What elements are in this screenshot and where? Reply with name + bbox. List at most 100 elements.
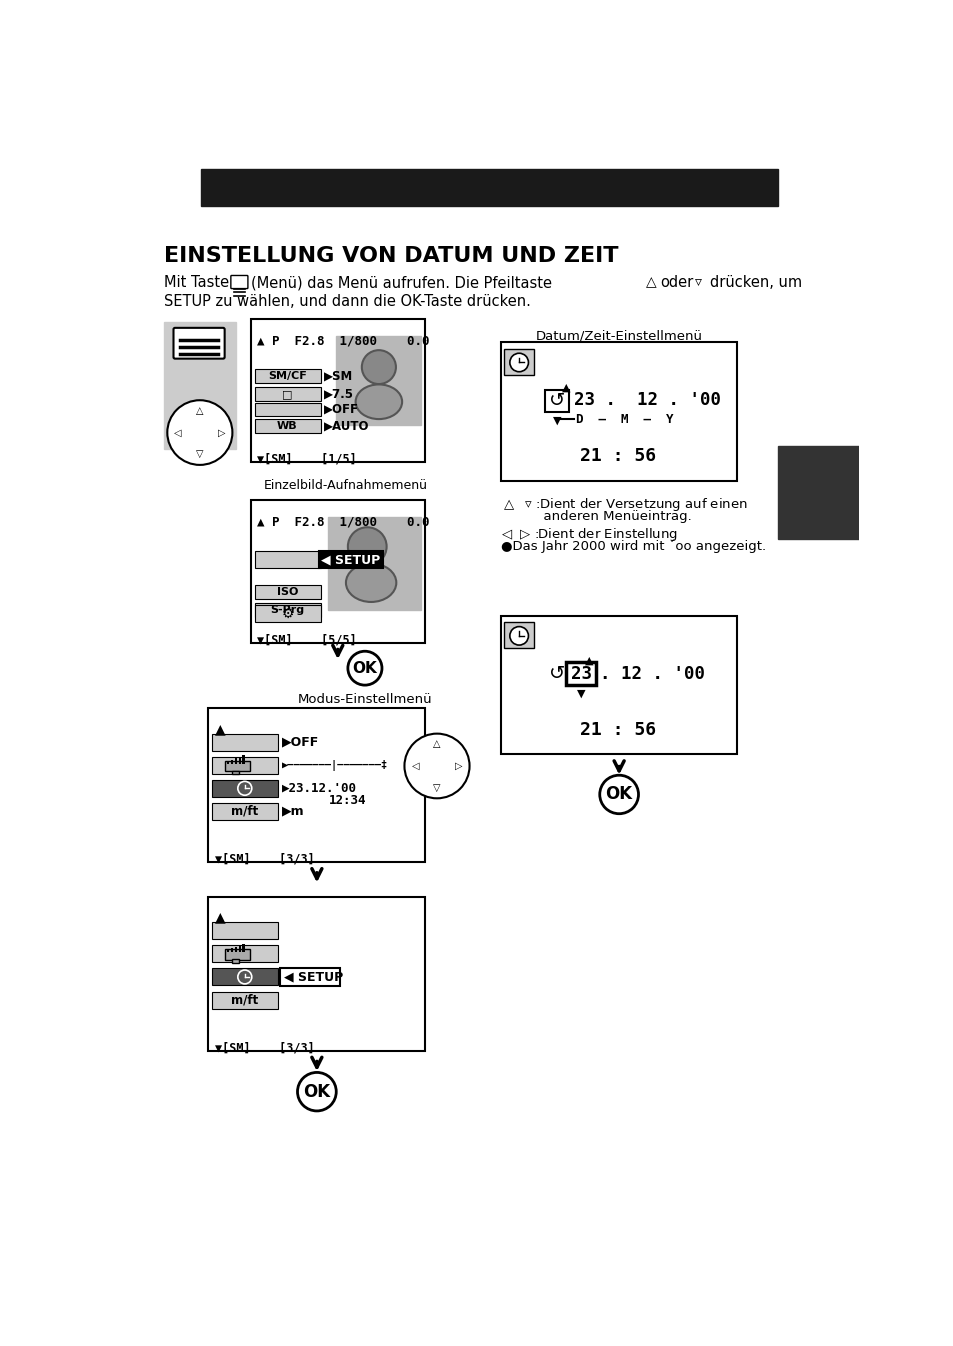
Bar: [227, 950, 229, 953]
Bar: [242, 944, 245, 953]
Text: OK: OK: [605, 786, 632, 804]
Text: OK: OK: [353, 661, 376, 676]
Text: Mit Taste: Mit Taste: [164, 276, 229, 291]
Bar: [242, 755, 245, 763]
Text: ▼[SM]    [3/3]: ▼[SM] [3/3]: [214, 853, 314, 865]
Bar: [200, 170, 778, 206]
Text: m/ft: m/ft: [231, 805, 258, 818]
Bar: [254, 606, 320, 622]
Bar: [319, 551, 382, 568]
Bar: [234, 948, 236, 953]
Circle shape: [167, 400, 233, 464]
Circle shape: [404, 734, 469, 798]
Bar: [212, 992, 278, 1008]
FancyBboxPatch shape: [173, 328, 224, 358]
Bar: [231, 949, 233, 953]
Bar: [238, 756, 241, 763]
Ellipse shape: [346, 564, 395, 602]
Text: ▼[SM]    [3/3]: ▼[SM] [3/3]: [214, 1042, 314, 1055]
Bar: [545, 390, 568, 412]
Bar: [254, 388, 320, 401]
Bar: [231, 759, 233, 763]
Bar: [208, 708, 425, 863]
Text: $\triangledown$: $\triangledown$: [694, 276, 702, 289]
Circle shape: [297, 1073, 335, 1110]
Text: ▷: ▷: [455, 760, 462, 771]
Text: ▶23.12.'00: ▶23.12.'00: [282, 782, 356, 794]
Bar: [504, 349, 534, 374]
Text: Datum/Zeit-Einstellmenü: Datum/Zeit-Einstellmenü: [535, 330, 702, 342]
Text: △: △: [196, 406, 203, 416]
Text: ↺: ↺: [548, 664, 565, 682]
Text: ▶OFF: ▶OFF: [323, 402, 358, 416]
Bar: [279, 968, 340, 987]
Text: $\triangle$  $\triangledown$ :Dient der Versetzung auf einen: $\triangle$ $\triangledown$ :Dient der V…: [500, 497, 746, 513]
Text: ▶m: ▶m: [282, 805, 304, 818]
Text: ▼[SM]    [1/5]: ▼[SM] [1/5]: [257, 452, 356, 466]
Text: ▶–––––––|–––––––‡: ▶–––––––|–––––––‡: [282, 759, 388, 771]
Bar: [227, 762, 229, 763]
Text: ▲: ▲: [561, 382, 570, 393]
Text: ▽: ▽: [433, 782, 440, 793]
Bar: [251, 501, 425, 643]
Text: oder: oder: [659, 276, 693, 291]
Circle shape: [599, 775, 638, 814]
Bar: [500, 342, 736, 481]
Text: ISO: ISO: [276, 587, 297, 596]
Bar: [504, 622, 534, 649]
Text: EINSTELLUNG VON DATUM UND ZEIT: EINSTELLUNG VON DATUM UND ZEIT: [164, 246, 618, 267]
Bar: [232, 771, 239, 774]
Text: 21 : 56: 21 : 56: [579, 447, 656, 466]
Bar: [225, 760, 250, 771]
Bar: [208, 896, 425, 1051]
Ellipse shape: [355, 385, 402, 419]
Text: ●Das Jahr 2000 wird mit ´oo angezeigt.: ●Das Jahr 2000 wird mit ´oo angezeigt.: [500, 540, 765, 553]
Text: 12:34: 12:34: [328, 794, 366, 808]
Text: ▶7.5: ▶7.5: [323, 388, 354, 401]
Text: Einzelbild-Aufnahmemenü: Einzelbild-Aufnahmemenü: [263, 479, 427, 491]
Bar: [500, 616, 736, 754]
Text: . 12 . '00: . 12 . '00: [599, 665, 704, 682]
Text: D  —  M  —  Y: D — M — Y: [575, 413, 673, 425]
Text: ▷: ▷: [217, 428, 225, 437]
Text: ▲: ▲: [214, 911, 225, 925]
Text: ▲: ▲: [585, 656, 594, 666]
Bar: [251, 319, 425, 462]
Text: WB: WB: [276, 421, 297, 432]
Text: 23: 23: [570, 665, 591, 682]
Bar: [778, 447, 858, 538]
Text: ▶OFF: ▶OFF: [282, 736, 319, 748]
Circle shape: [361, 350, 395, 384]
Text: ◀ SETUP: ◀ SETUP: [283, 970, 342, 984]
Text: drücken, um: drücken, um: [709, 276, 801, 291]
Text: $\triangle$: $\triangle$: [642, 276, 658, 291]
Bar: [212, 734, 278, 751]
Text: SETUP zu wählen, und dann die OK-Taste drücken.: SETUP zu wählen, und dann die OK-Taste d…: [164, 293, 531, 310]
Text: SM/CF: SM/CF: [268, 371, 307, 381]
Text: m/ft: m/ft: [231, 993, 258, 1007]
Text: ▽: ▽: [196, 450, 203, 459]
Bar: [254, 586, 320, 599]
Text: 21 : 56: 21 : 56: [579, 720, 656, 739]
Text: anderen Menüeintrag.: anderen Menüeintrag.: [500, 510, 691, 524]
Text: ◁: ◁: [174, 428, 182, 437]
Text: 23 .  12 . '00: 23 . 12 . '00: [574, 392, 720, 409]
FancyBboxPatch shape: [231, 276, 248, 288]
Text: ▶AUTO: ▶AUTO: [323, 420, 369, 433]
Bar: [566, 662, 596, 685]
Text: △: △: [433, 739, 440, 750]
Bar: [212, 779, 278, 797]
Text: ▲: ▲: [214, 721, 225, 736]
Text: ◁: ◁: [411, 760, 418, 771]
Bar: [164, 322, 235, 448]
Circle shape: [509, 627, 528, 645]
Bar: [212, 969, 278, 985]
Text: ▲ P  F2.8  1/800    0.0: ▲ P F2.8 1/800 0.0: [257, 516, 429, 529]
Bar: [328, 517, 421, 610]
Bar: [212, 945, 278, 962]
Text: ↺: ↺: [548, 392, 565, 411]
Bar: [225, 949, 250, 960]
Bar: [254, 369, 320, 384]
Bar: [254, 603, 320, 616]
Text: S-Prg: S-Prg: [270, 604, 304, 615]
